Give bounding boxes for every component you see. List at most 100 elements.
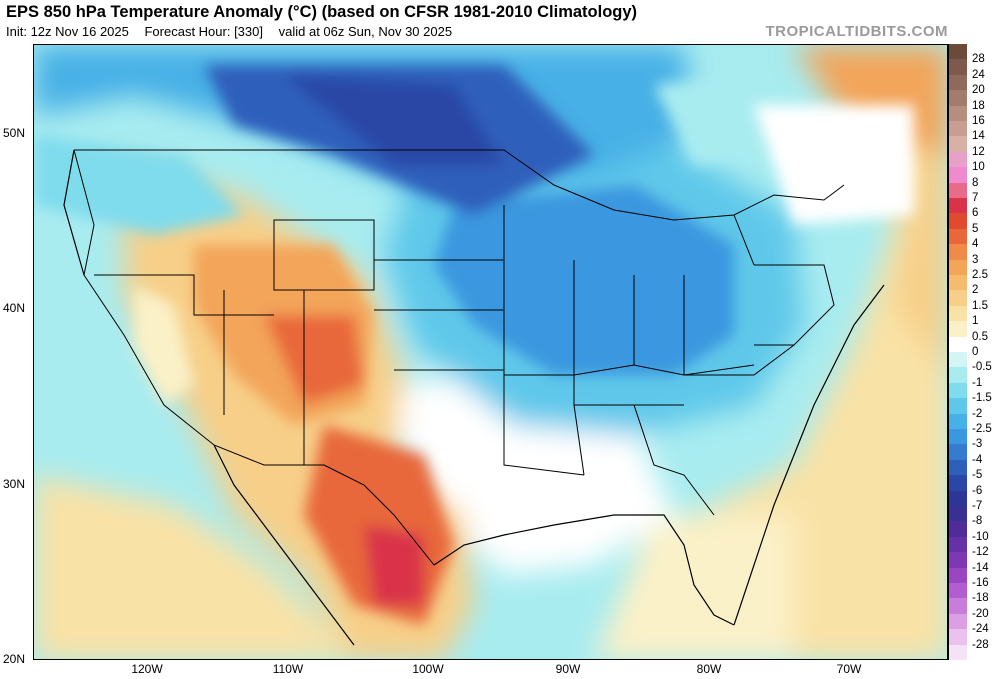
anomaly-field-core	[34, 65, 914, 625]
colorbar-swatch	[949, 44, 967, 60]
colorbar-label: -20	[972, 607, 989, 620]
colorbar-swatch	[949, 74, 967, 91]
colorbar-swatch	[949, 121, 967, 137]
colorbar-label: 0	[972, 346, 979, 358]
lat-label-30n: 30N	[3, 477, 26, 491]
init-time: Init: 12z Nov 16 2025	[6, 24, 129, 39]
colorbar-swatch	[949, 398, 967, 415]
colorbar-swatch	[949, 552, 967, 569]
colorbar-label: -16	[972, 577, 989, 589]
colorbar-label: 6	[972, 207, 979, 220]
colorbar-label: 1	[972, 315, 979, 328]
anomaly-map	[33, 44, 948, 660]
colorbar-swatch	[949, 613, 967, 630]
colorbar-swatch	[949, 151, 967, 168]
colorbar-label: -28	[972, 638, 989, 651]
colorbar-swatch	[949, 367, 967, 384]
lon-label-110w: 110W	[272, 662, 304, 676]
lon-label-70w: 70W	[836, 662, 862, 676]
colorbar-swatch	[949, 90, 967, 107]
colorbar-label: 1.5	[972, 299, 988, 312]
colorbar-swatch	[949, 644, 967, 661]
colorbar-swatch	[949, 567, 967, 584]
lon-label-100w: 100W	[412, 662, 444, 676]
colorbar	[948, 44, 967, 661]
colorbar-label: 14	[972, 130, 985, 143]
lon-label-80w: 80W	[696, 662, 722, 676]
colorbar-label: -4	[972, 453, 983, 466]
colorbar-label: -10	[972, 530, 989, 543]
valid-time: valid at 06z Sun, Nov 30 2025	[278, 24, 453, 39]
colorbar-swatch	[949, 182, 967, 199]
lon-label-120w: 120W	[131, 662, 163, 676]
colorbar-swatch	[949, 444, 967, 461]
colorbar-swatch	[949, 382, 967, 399]
colorbar-swatch	[949, 305, 967, 322]
colorbar-swatch	[949, 198, 967, 214]
colorbar-swatch	[949, 583, 967, 599]
colorbar-label: -5	[972, 469, 983, 482]
colorbar-label: 5	[972, 222, 979, 235]
lat-label-20n: 20N	[3, 652, 26, 666]
colorbar-swatch	[949, 506, 967, 522]
colorbar-swatch	[949, 290, 967, 307]
colorbar-label: 2.5	[972, 269, 988, 281]
colorbar-label: 2	[972, 284, 979, 297]
lat-label-40n: 40N	[3, 301, 26, 315]
colorbar-label: -2.5	[972, 423, 992, 435]
colorbar-swatch	[949, 336, 967, 353]
forecast-hour: Forecast Hour: [330]	[144, 24, 263, 39]
colorbar-label: 16	[972, 115, 985, 127]
colorbar-swatch	[949, 521, 967, 538]
colorbar-swatch	[949, 598, 967, 615]
colorbar-swatch	[949, 429, 967, 445]
colorbar-label: -14	[972, 561, 989, 574]
colorbar-label: 0.5	[972, 330, 988, 343]
colorbar-swatch	[949, 490, 967, 507]
colorbar-swatch	[949, 167, 967, 184]
colorbar-label: -8	[972, 515, 983, 528]
colorbar-swatch	[949, 259, 967, 276]
colorbar-swatch	[949, 228, 967, 245]
colorbar-label: 4	[972, 238, 979, 251]
colorbar-swatch	[949, 629, 967, 646]
colorbar-label: -1.5	[972, 392, 992, 405]
colorbar-label: 28	[972, 53, 985, 66]
colorbar-swatch	[949, 244, 967, 261]
colorbar-label: 8	[972, 176, 979, 189]
colorbar-label: 10	[972, 161, 985, 174]
lon-label-90w: 90W	[555, 662, 581, 676]
colorbar-label: -6	[972, 484, 983, 497]
map-canvas	[34, 45, 947, 659]
colorbar-label: 18	[972, 99, 985, 112]
colorbar-swatch	[949, 459, 967, 476]
site-brand: TROPICALTIDBITS.COM	[765, 23, 948, 40]
coastlines	[63, 149, 885, 646]
colorbar-label: -18	[972, 592, 989, 605]
colorbar-label: -0.5	[972, 361, 992, 374]
colorbar-swatch	[949, 352, 967, 368]
colorbar-label: 20	[972, 84, 985, 97]
colorbar-swatch	[949, 475, 967, 492]
colorbar-label: -2	[972, 407, 983, 420]
colorbar-swatch	[949, 275, 967, 291]
colorbar-label: -7	[972, 500, 983, 512]
colorbar-swatch	[949, 321, 967, 338]
colorbar-label: -3	[972, 438, 983, 451]
colorbar-label: 7	[972, 192, 979, 204]
colorbar-swatch	[949, 105, 967, 122]
colorbar-swatch	[949, 536, 967, 553]
colorbar-label: 3	[972, 253, 979, 266]
colorbar-label: 24	[972, 68, 985, 81]
colorbar-label: -24	[972, 623, 989, 636]
colorbar-label: -12	[972, 546, 989, 559]
colorbar-swatch	[949, 59, 967, 76]
colorbar-label: 12	[972, 145, 985, 158]
colorbar-swatch	[949, 413, 967, 430]
colorbar-swatch	[949, 213, 967, 230]
colorbar-label: -1	[972, 376, 983, 389]
map-title: EPS 850 hPa Temperature Anomaly (°C) (ba…	[6, 3, 638, 21]
colorbar-swatch	[949, 136, 967, 153]
lat-label-50n: 50N	[3, 126, 26, 140]
run-info: Init: 12z Nov 16 2025 Forecast Hour: [33…	[6, 24, 464, 39]
